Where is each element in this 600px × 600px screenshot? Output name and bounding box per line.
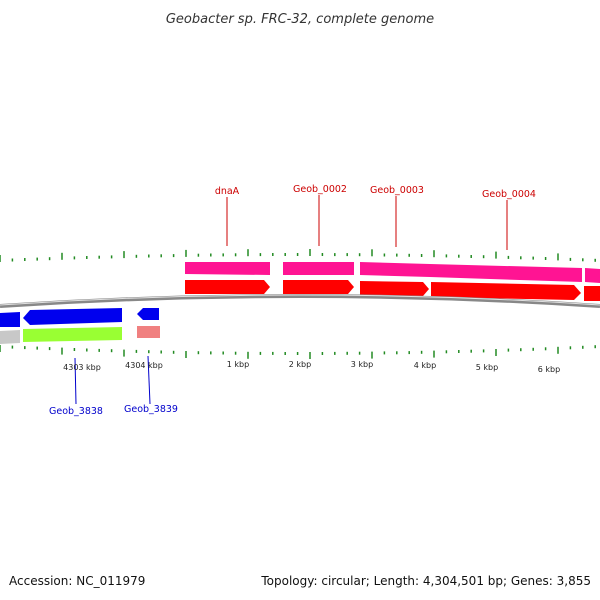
gene-feature-geob-3839[interactable] xyxy=(137,326,160,338)
gene-feature-geob-3837[interactable] xyxy=(0,330,20,344)
gene-label-geob-0004[interactable]: Geob_0004 xyxy=(482,189,536,200)
cds-arrow-dnaa[interactable] xyxy=(185,280,270,294)
map-title: Geobacter sp. FRC-32, complete genome xyxy=(166,12,434,27)
scale-label-3-kbp: 3 kbp xyxy=(351,360,373,369)
label-leader-lines xyxy=(74,195,508,405)
genome-backbone-highlight xyxy=(0,294,600,306)
accession-text: Accession: NC_011979 xyxy=(9,574,146,588)
genome-backbone xyxy=(0,294,600,308)
leader-line-geob-3839 xyxy=(147,355,151,405)
genome-summary-text: Topology: circular; Length: 4,304,501 bp… xyxy=(261,574,591,588)
scale-label-2-kbp: 2 kbp xyxy=(289,360,311,369)
scale-label-4-kbp: 4 kbp xyxy=(414,361,436,370)
gene-label-geob-3838[interactable]: Geob_3838 xyxy=(49,406,103,417)
tick-marks-outer xyxy=(0,249,596,262)
cds-arrow-geob-3838[interactable] xyxy=(23,308,122,325)
leader-line-geob-3838 xyxy=(74,357,77,405)
gene-label-dnaa[interactable]: dnaA xyxy=(215,186,240,197)
scale-label-6-kbp: 6 kbp xyxy=(538,365,560,374)
cds-arrow-geob-3839[interactable] xyxy=(137,308,159,320)
cds-arrow-geob-0003[interactable] xyxy=(360,281,429,296)
gene-label-geob-0002[interactable]: Geob_0002 xyxy=(293,184,347,195)
gene-feature-geob-0003[interactable] xyxy=(360,262,430,277)
scale-label-4304-kbp: 4304 kbp xyxy=(125,361,163,370)
tick-marks-inner xyxy=(0,345,596,359)
cds-arrow-geob-0005[interactable] xyxy=(584,286,600,301)
scale-label-1-kbp: 1 kbp xyxy=(227,360,249,369)
cds-arrow-geob-3837[interactable] xyxy=(0,312,20,327)
cds-arrow-geob-0002[interactable] xyxy=(283,280,354,294)
forward-cds-track xyxy=(185,280,600,301)
gene-labels: dnaA Geob_0002 Geob_0003 Geob_0004 Geob_… xyxy=(49,184,536,417)
reverse-gene-track xyxy=(0,326,160,344)
scale-label-5-kbp: 5 kbp xyxy=(476,363,498,372)
scale-label-4303-kbp: 4303 kbp xyxy=(63,363,101,372)
gene-feature-dnaa[interactable] xyxy=(185,262,270,275)
gene-label-geob-0003[interactable]: Geob_0003 xyxy=(370,185,424,196)
gene-feature-geob-3838[interactable] xyxy=(23,327,122,342)
forward-gene-track xyxy=(185,262,600,283)
cds-arrow-geob-0004[interactable] xyxy=(431,282,581,300)
gene-feature-geob-0004[interactable] xyxy=(430,264,582,282)
gene-feature-geob-0002[interactable] xyxy=(283,262,354,275)
scale-labels: 4303 kbp 4304 kbp 1 kbp 2 kbp 3 kbp 4 kb… xyxy=(63,360,560,374)
reverse-cds-track xyxy=(0,308,159,327)
gene-label-geob-3839[interactable]: Geob_3839 xyxy=(124,404,178,415)
gene-feature-geob-0005[interactable] xyxy=(585,268,600,283)
